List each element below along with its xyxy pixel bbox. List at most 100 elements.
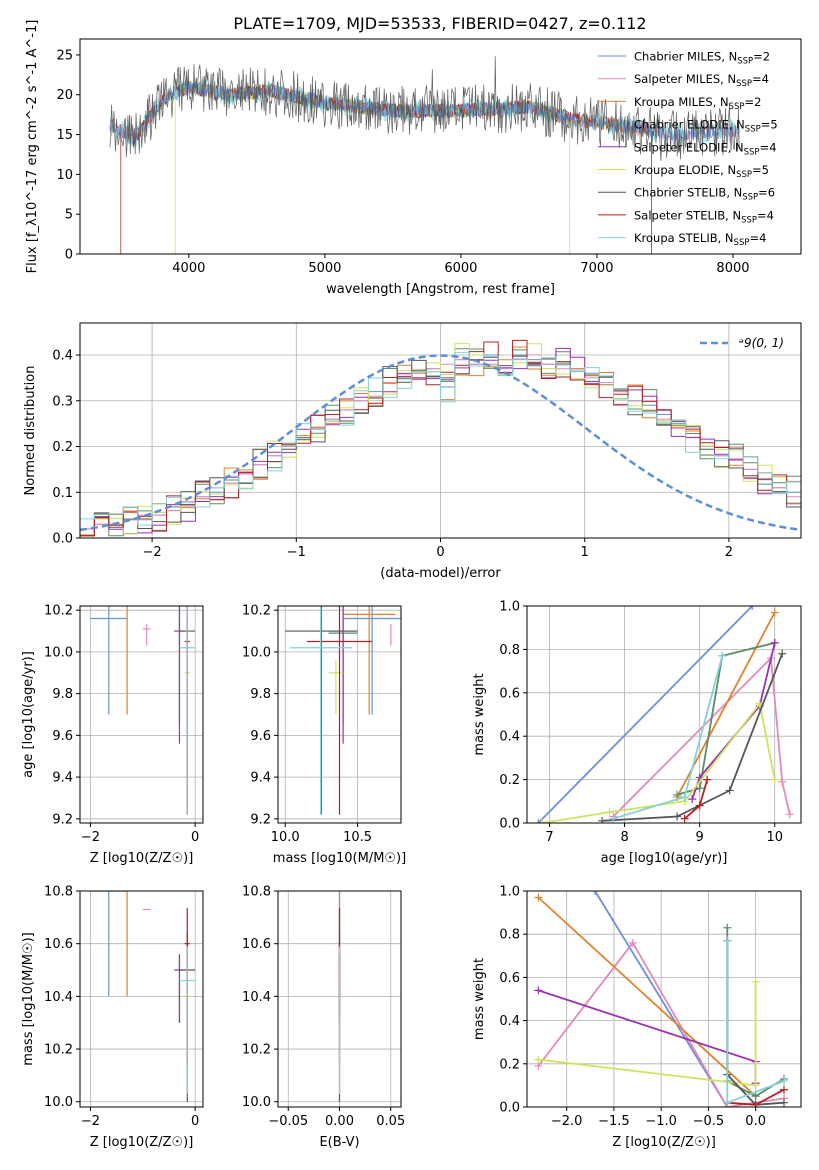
weight-marker xyxy=(778,777,787,786)
legend-subscript: SSP xyxy=(737,57,753,67)
y-tick-label: 10.8 xyxy=(44,885,73,900)
x-tick-label: 10 xyxy=(766,830,783,845)
legend-label: Kroupa MILES, NSSP=2 xyxy=(634,95,761,112)
x-tick-label: 6000 xyxy=(444,261,477,276)
y-tick-label: 0.6 xyxy=(499,686,520,701)
y-tick-label: 5 xyxy=(65,208,73,223)
x-tick-label: 1 xyxy=(581,545,589,560)
y-tick-label: 10.0 xyxy=(242,1095,271,1110)
y-axis-label: mass weight xyxy=(472,673,487,755)
weight-marker xyxy=(534,986,543,995)
x-axis-label: Z [log10(Z/Z☉)] xyxy=(90,851,194,866)
x-tick-label: −2.0 xyxy=(551,1114,583,1129)
y-tick-label: 10.0 xyxy=(44,645,73,660)
y-axis-label: mass weight xyxy=(472,958,487,1040)
x-tick-label: 8000 xyxy=(716,261,749,276)
legend-label: Chabrier MILES, NSSP=2 xyxy=(634,50,770,67)
weight-line xyxy=(602,653,784,822)
weight-marker xyxy=(779,1077,788,1086)
y-tick-label: 0.0 xyxy=(499,1101,520,1116)
legend-subscript: SSP xyxy=(741,215,757,225)
weight-marker xyxy=(779,1085,788,1094)
x-tick-label: 0 xyxy=(436,545,444,560)
y-tick-label: 15 xyxy=(56,128,73,143)
axes-frame xyxy=(79,890,204,1108)
y-axis-label: Normed distribution xyxy=(23,366,38,496)
axes-frame xyxy=(526,605,802,824)
legend-subscript: SSP xyxy=(742,193,758,203)
y-tick-label: 9.4 xyxy=(250,771,271,786)
y-tick-label: 10 xyxy=(56,168,73,183)
plot-area xyxy=(90,606,196,815)
legend-count: =4 xyxy=(749,231,766,245)
legend-label: Salpeter STELIB, NSSP=4 xyxy=(634,208,774,225)
y-tick-label: 0 xyxy=(65,248,73,263)
weight-marker xyxy=(695,784,704,793)
x-axis-label: Z [log10(Z/Z☉)] xyxy=(90,1135,194,1150)
weight-marker xyxy=(725,786,734,795)
weight-marker xyxy=(703,775,712,784)
x-tick-label: 10.5 xyxy=(343,830,372,845)
axes-frame xyxy=(277,890,402,1108)
weight-marker xyxy=(538,819,547,823)
plot-area xyxy=(80,339,801,537)
plot-area xyxy=(109,56,740,254)
weight-marker xyxy=(770,638,779,647)
x-tick-label: 0 xyxy=(191,1114,199,1129)
y-tick-label: 10.2 xyxy=(44,1043,73,1058)
panel-age_vs_mass: 10.0 10.5 9.2 9.4 9.6 9.8 10.0 10.2 mass [log10(… xyxy=(242,604,406,866)
x-tick-label: 7000 xyxy=(580,261,613,276)
y-tick-label: 10.6 xyxy=(44,937,73,952)
legend-label: Kroupa STELIB, NSSP=4 xyxy=(634,231,766,248)
y-tick-label: 20 xyxy=(56,88,73,103)
x-tick-label: 7 xyxy=(545,830,553,845)
x-tick-label: 2 xyxy=(725,545,733,560)
weight-marker xyxy=(534,819,543,823)
y-tick-label: 10.6 xyxy=(242,937,271,952)
legend-label: ᵊ9(0, 1) xyxy=(739,336,784,350)
legend-count: =4 xyxy=(757,208,774,222)
y-tick-label: 0.4 xyxy=(52,349,73,364)
weight-marker xyxy=(723,936,732,945)
panel-residual_hist: −2 −1 0 1 2 0.0 0.1 0.2 0.3 0.4 (data-model)/error… xyxy=(23,322,802,581)
x-tick-label: 10.0 xyxy=(271,830,300,845)
y-tick-label: 0.0 xyxy=(499,817,520,832)
y-tick-label: 10.2 xyxy=(44,604,73,619)
y-tick-label: 9.8 xyxy=(52,687,73,702)
normal-curve xyxy=(80,354,801,532)
legend-label: Chabrier STELIB, NSSP=6 xyxy=(634,186,775,203)
x-axis-label: E(B-V) xyxy=(319,1135,359,1150)
weight-line xyxy=(537,606,753,823)
weight-line xyxy=(676,642,775,796)
panel-mass_weight_vs_Z: −2.0 −1.5 −1.0 −0.5 0.0 0.0 0.2 0.4 0.6 0.8 1.0 Z [… xyxy=(472,885,802,1150)
x-tick-label: −2 xyxy=(81,1114,100,1129)
x-tick-label: −0.05 xyxy=(268,1114,308,1129)
weight-marker xyxy=(751,1092,760,1101)
plot-area xyxy=(534,606,794,823)
weight-marker xyxy=(770,608,779,617)
y-tick-label: 1.0 xyxy=(499,885,520,900)
y-tick-label: 0.0 xyxy=(52,532,73,547)
weight-marker xyxy=(688,795,697,804)
weight-line xyxy=(537,896,757,1097)
x-tick-label: 9 xyxy=(696,830,704,845)
y-tick-label: 0.1 xyxy=(52,486,73,501)
weight-line xyxy=(612,656,791,818)
panel-mass_vs_ebv: −0.05 0.00 0.05 10.0 10.2 10.4 10.6 10.8 E(B-V) xyxy=(242,885,405,1151)
legend-count: =2 xyxy=(744,95,761,109)
legend-label: Chabrier ELODIE, NSSP=5 xyxy=(634,118,778,135)
panel-mass_vs_Z: −2 0 10.0 10.2 10.4 10.6 10.8 Z [log10(Z/Z☉)] ma… xyxy=(21,885,204,1150)
weight-marker xyxy=(748,606,757,610)
legend-label: Salpeter ELODIE, NSSP=4 xyxy=(634,140,777,157)
panel-spectrum: 4000 5000 6000 7000 8000 0 5 10 15 20 25 wavelength… xyxy=(25,20,802,297)
x-tick-label: −2 xyxy=(143,545,162,560)
weight-marker xyxy=(591,891,600,895)
weight-marker xyxy=(723,923,732,932)
weight-marker xyxy=(785,810,794,819)
axes-frame xyxy=(79,38,802,255)
weight-marker xyxy=(609,814,618,823)
x-tick-label: 0 xyxy=(191,830,199,845)
y-tick-label: 0.8 xyxy=(499,643,520,658)
legend-subscript: SSP xyxy=(736,170,752,180)
weight-marker xyxy=(680,792,689,801)
